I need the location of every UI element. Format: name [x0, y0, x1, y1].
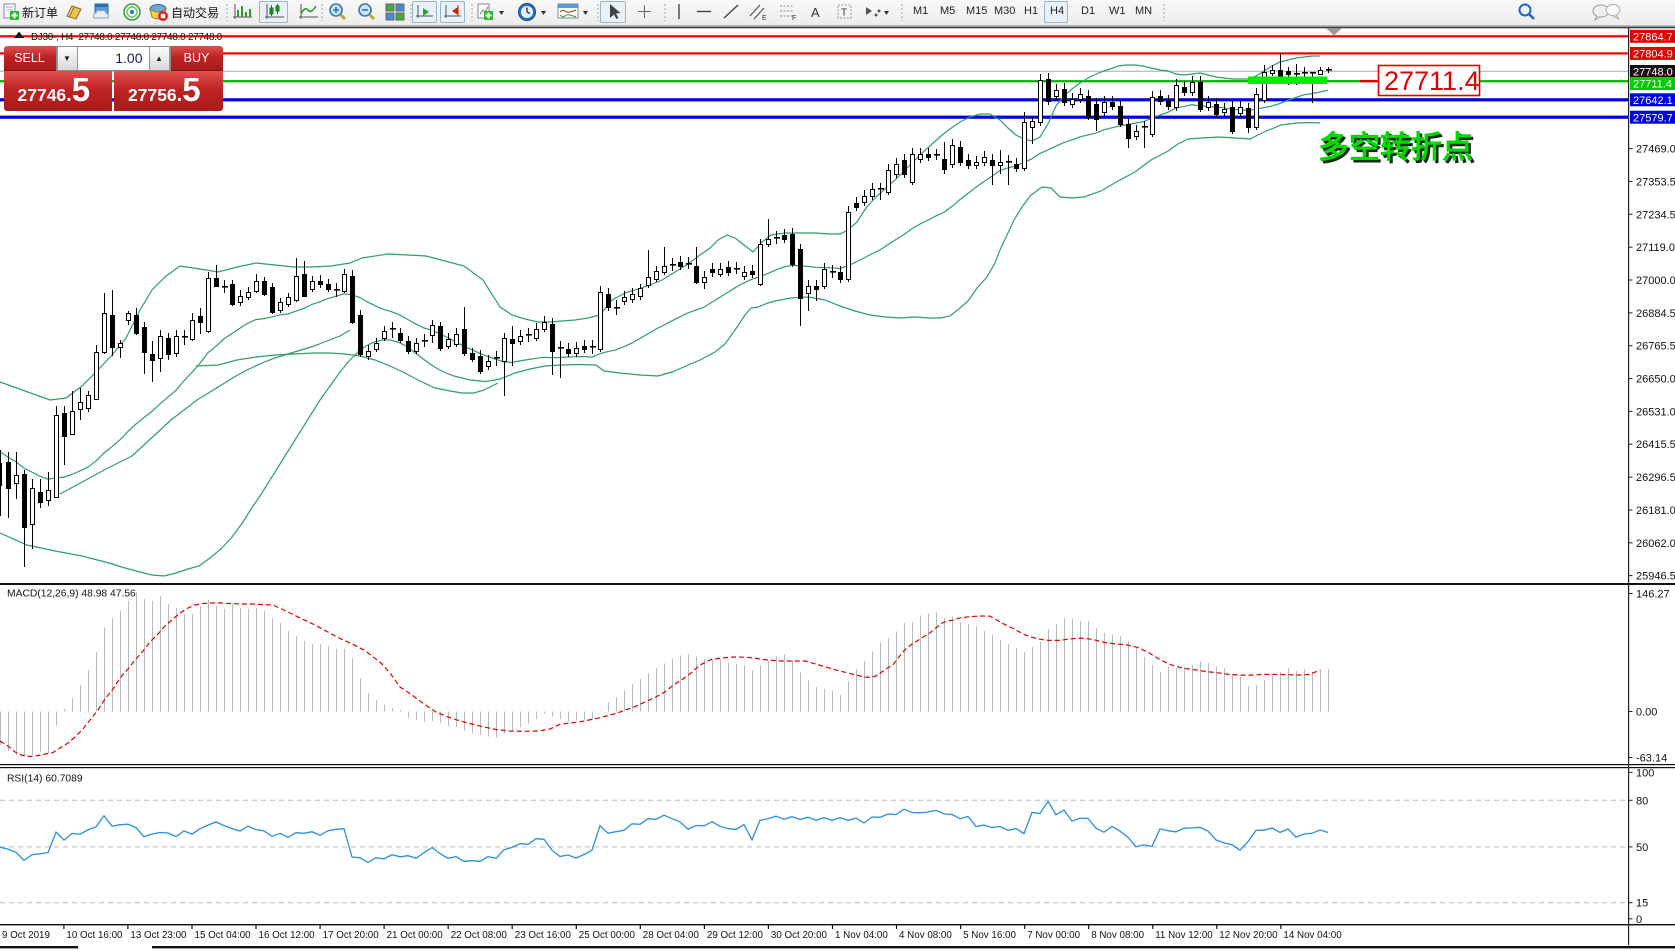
svg-text:27579.7: 27579.7	[1633, 112, 1673, 124]
svg-text:27000.0: 27000.0	[1636, 275, 1675, 287]
svg-text:多空转折点: 多空转折点	[1318, 130, 1473, 165]
svg-text:14 Nov 04:00: 14 Nov 04:00	[1283, 930, 1342, 941]
svg-text:1 Nov 04:00: 1 Nov 04:00	[835, 930, 888, 941]
svg-text:146.27: 146.27	[1636, 589, 1670, 601]
svg-text:100: 100	[1636, 767, 1654, 779]
svg-text:27864.7: 27864.7	[1633, 32, 1673, 44]
svg-text:8 Nov 08:00: 8 Nov 08:00	[1091, 930, 1144, 941]
svg-text:27748.0: 27748.0	[1633, 67, 1673, 79]
svg-text:25946.5: 25946.5	[1636, 571, 1675, 583]
svg-text:0: 0	[1636, 914, 1642, 926]
svg-text:15: 15	[1636, 898, 1648, 910]
svg-text:50: 50	[1636, 842, 1648, 854]
svg-text:27804.9: 27804.9	[1633, 49, 1673, 61]
svg-text:27711.4: 27711.4	[1633, 79, 1672, 91]
svg-text:26062.0: 26062.0	[1636, 538, 1675, 550]
svg-text:RSI(14) 60.7089: RSI(14) 60.7089	[7, 774, 83, 785]
svg-text:26415.5: 26415.5	[1636, 439, 1675, 451]
svg-text:11 Nov 12:00: 11 Nov 12:00	[1155, 930, 1213, 941]
svg-text:27469.0: 27469.0	[1636, 144, 1675, 156]
svg-text:E: E	[762, 15, 767, 22]
svg-text:26296.5: 26296.5	[1636, 472, 1675, 484]
svg-text:7 Nov 00:00: 7 Nov 00:00	[1027, 930, 1080, 941]
svg-text:MACD(12,26,9) 48.98 47.56: MACD(12,26,9) 48.98 47.56	[7, 589, 136, 600]
svg-text:10 Oct 16:00: 10 Oct 16:00	[66, 930, 123, 941]
svg-text:多空转折点: 多空转折点	[1321, 133, 1476, 168]
svg-text:21 Oct 00:00: 21 Oct 00:00	[387, 930, 444, 941]
svg-text:23 Oct 16:00: 23 Oct 16:00	[515, 930, 572, 941]
svg-text:5 Nov 16:00: 5 Nov 16:00	[963, 930, 1016, 941]
svg-text:29 Oct 12:00: 29 Oct 12:00	[707, 930, 764, 941]
svg-text:15 Oct 04:00: 15 Oct 04:00	[195, 930, 252, 941]
svg-text:0.00: 0.00	[1636, 707, 1657, 719]
svg-text:27119.0: 27119.0	[1636, 242, 1675, 254]
svg-text:17 Oct 20:00: 17 Oct 20:00	[323, 930, 380, 941]
svg-text:30 Oct 20:00: 30 Oct 20:00	[771, 930, 828, 941]
svg-text:28 Oct 04:00: 28 Oct 04:00	[643, 930, 700, 941]
svg-text:4 Nov 08:00: 4 Nov 08:00	[899, 930, 952, 941]
svg-text:22 Oct 08:00: 22 Oct 08:00	[451, 930, 508, 941]
svg-text:27353.5: 27353.5	[1636, 176, 1675, 188]
svg-text:27642.1: 27642.1	[1633, 95, 1673, 107]
svg-text:26181.0: 26181.0	[1636, 505, 1675, 517]
svg-text:26884.5: 26884.5	[1636, 308, 1675, 320]
svg-text:12 Nov 20:00: 12 Nov 20:00	[1219, 930, 1278, 941]
svg-text:9 Oct 2019: 9 Oct 2019	[2, 930, 50, 941]
svg-text:T: T	[841, 8, 847, 19]
svg-text:80: 80	[1636, 795, 1648, 807]
svg-text:27711.4: 27711.4	[1384, 66, 1480, 96]
svg-text:27234.5: 27234.5	[1636, 209, 1675, 221]
svg-text:DJ30-, H4 27748.0 27748.0 277: DJ30-, H4 27748.0 27748.0 27748.0 27748.…	[31, 32, 223, 43]
svg-text:16 Oct 12:00: 16 Oct 12:00	[259, 930, 316, 941]
svg-text:25 Oct 00:00: 25 Oct 00:00	[579, 930, 636, 941]
svg-text:F: F	[792, 15, 796, 22]
svg-text:13 Oct 23:00: 13 Oct 23:00	[130, 930, 187, 941]
svg-text:26650.0: 26650.0	[1636, 374, 1675, 386]
svg-text:26531.0: 26531.0	[1636, 406, 1675, 418]
svg-text:26765.5: 26765.5	[1636, 341, 1675, 353]
svg-text:-63.14: -63.14	[1636, 753, 1667, 765]
